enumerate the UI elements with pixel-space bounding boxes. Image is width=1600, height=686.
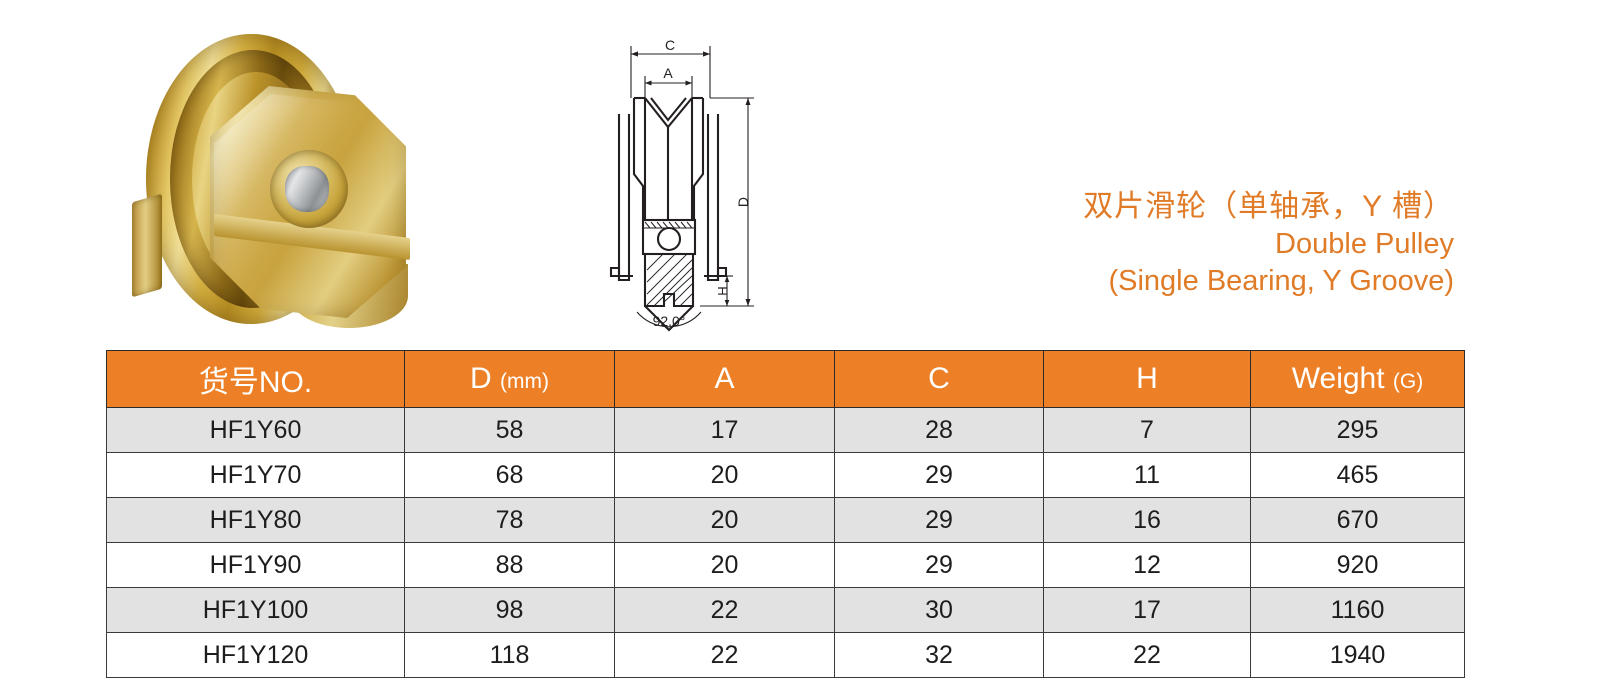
table-cell-d: 88	[404, 542, 615, 588]
table-header-row: 货号NO. D (mm) A C H Weight (G)	[106, 350, 1465, 408]
table-cell-weight: 1940	[1250, 632, 1465, 678]
dimension-label-c: C	[665, 37, 675, 53]
column-header-d-label: D	[470, 362, 492, 395]
hub-hatching	[646, 253, 693, 307]
table-cell-weight: 465	[1250, 452, 1465, 498]
table-cell-h: 12	[1043, 542, 1251, 588]
dimension-label-a: A	[663, 65, 673, 81]
table-row: HF1Y80 78 20 29 16 670	[106, 497, 1465, 543]
table-cell-weight: 670	[1250, 497, 1465, 543]
column-header-no-label: 货号NO.	[198, 366, 313, 399]
dimension-label-angle: 92.0°	[653, 313, 686, 329]
table-cell-c: 29	[834, 452, 1044, 498]
column-header-a: A	[614, 350, 835, 408]
column-header-weight-unit: (G)	[1392, 370, 1424, 393]
table-cell-no: HF1Y90	[106, 542, 405, 588]
product-photo	[118, 28, 410, 328]
center-bolt-head	[285, 166, 329, 212]
table-cell-h: 7	[1043, 407, 1251, 453]
dimension-label-d: D	[735, 197, 751, 207]
column-header-h-label: H	[1136, 362, 1158, 395]
table-row: HF1Y90 88 20 29 12 920	[106, 542, 1465, 588]
rim-side-walls	[632, 96, 705, 220]
column-header-c: C	[834, 350, 1044, 408]
wheel-profile-right	[704, 114, 728, 282]
table-cell-no: HF1Y120	[106, 632, 405, 678]
table-cell-no: HF1Y70	[106, 452, 405, 498]
table-cell-a: 17	[614, 407, 835, 453]
table-cell-weight: 920	[1250, 542, 1465, 588]
table-cell-a: 22	[614, 632, 835, 678]
table-cell-c: 29	[834, 542, 1044, 588]
column-header-a-label: A	[714, 362, 735, 395]
cross-section-diagram: C A D H 92.0°	[609, 37, 754, 332]
table-cell-c: 29	[834, 497, 1044, 543]
table-cell-c: 30	[834, 587, 1044, 633]
dimension-label-h: H	[715, 286, 730, 295]
dimension-h	[700, 275, 733, 307]
table-cell-d: 98	[404, 587, 615, 633]
table-row: HF1Y100 98 22 30 17 1160	[106, 587, 1465, 633]
column-header-d-unit: (mm)	[500, 370, 549, 393]
table-row: HF1Y120 118 22 32 22 1940	[106, 632, 1465, 678]
table-row: HF1Y60 58 17 28 7 295	[106, 407, 1465, 453]
specification-table: 货号NO. D (mm) A C H Weight (G) HF1Y60 58 17…	[106, 350, 1465, 678]
table-cell-c: 32	[834, 632, 1044, 678]
table-cell-no: HF1Y60	[106, 407, 405, 453]
table-cell-a: 20	[614, 542, 835, 588]
table-cell-no: HF1Y80	[106, 497, 405, 543]
table-cell-c: 28	[834, 407, 1044, 453]
column-header-weight: Weight (G)	[1250, 350, 1465, 408]
pulley-rim-flange	[132, 193, 162, 298]
dimension-c	[630, 46, 711, 98]
table-cell-a: 22	[614, 587, 835, 633]
column-header-weight-label: Weight	[1291, 362, 1385, 395]
table-cell-d: 68	[404, 452, 615, 498]
column-header-h: H	[1043, 350, 1251, 408]
table-cell-d: 78	[404, 497, 615, 543]
bearing-hatching	[643, 221, 695, 229]
table-cell-d: 58	[404, 407, 615, 453]
product-title-chinese: 双片滑轮（单轴承，Y 槽）	[1083, 190, 1454, 223]
table-cell-d: 118	[404, 632, 615, 678]
table-cell-h: 11	[1043, 452, 1251, 498]
table-cell-a: 20	[614, 497, 835, 543]
pulley-illustration	[118, 28, 410, 328]
wheel-profile-left	[609, 114, 633, 282]
column-header-d: D (mm)	[404, 350, 615, 408]
table-cell-h: 17	[1043, 587, 1251, 633]
column-header-c-label: C	[928, 362, 950, 395]
product-title-english-line2: (Single Bearing, Y Groove)	[1108, 264, 1454, 297]
table-cell-weight: 295	[1250, 407, 1465, 453]
table-row: HF1Y70 68 20 29 11 465	[106, 452, 1465, 498]
table-cell-no: HF1Y100	[106, 587, 405, 633]
technical-drawing: C A D H 92.0°	[588, 24, 774, 336]
bearing-housing	[641, 218, 697, 256]
angle-annotation	[636, 305, 702, 331]
table-cell-h: 16	[1043, 497, 1251, 543]
y-groove-walls	[643, 97, 694, 220]
table-cell-h: 22	[1043, 632, 1251, 678]
product-title-english-line1: Double Pulley	[1275, 228, 1454, 261]
product-title-block: 双片滑轮（单轴承，Y 槽） Double Pulley (Single Bear…	[1083, 188, 1454, 300]
table-cell-a: 20	[614, 452, 835, 498]
dimension-a	[644, 76, 693, 98]
column-header-no: 货号NO.	[106, 350, 405, 408]
table-cell-weight: 1160	[1250, 587, 1465, 633]
